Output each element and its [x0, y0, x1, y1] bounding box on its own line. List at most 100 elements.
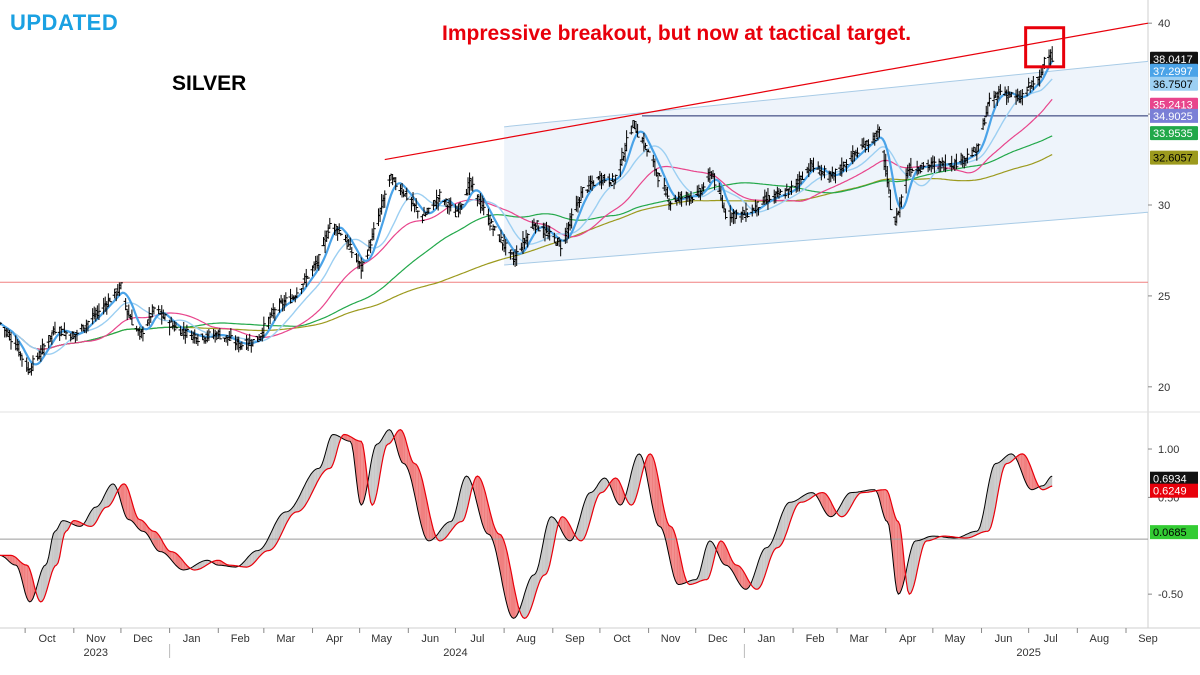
ohlc-bar	[591, 180, 596, 187]
oscillator-fill	[808, 492, 811, 500]
oscillator-fill	[826, 494, 828, 516]
oscillator-fill	[251, 552, 253, 566]
oscillator-fill	[780, 513, 783, 546]
oscillator-fill	[95, 506, 98, 523]
osc-y-tick-label: -0.50	[1158, 589, 1183, 601]
oscillator-fill	[844, 495, 847, 516]
oscillator-fill	[804, 494, 806, 502]
ohlc-bar	[998, 84, 1003, 96]
x-month-label: Feb	[806, 633, 825, 645]
oscillator-fill	[347, 435, 349, 442]
ohlc-bar	[382, 190, 387, 208]
x-month-label: Jun	[421, 633, 439, 645]
ohlc-bar	[756, 207, 761, 216]
oscillator-fast-line	[0, 429, 1053, 619]
oscillator-fill	[1049, 476, 1051, 488]
ohlc-bar	[239, 341, 244, 350]
oscillator-fill	[310, 472, 313, 495]
ohlc-bar	[420, 215, 425, 224]
oscillator-fill	[910, 545, 913, 594]
ohlc-bar	[371, 222, 376, 241]
ma-fast-blue-line	[0, 60, 1054, 366]
oscillator-fill	[197, 562, 200, 570]
oscillator-fill	[111, 483, 114, 504]
oscillator-fill	[626, 486, 629, 503]
oscillator-fill	[345, 434, 348, 441]
oscillator-fill	[358, 440, 360, 502]
ohlc-bar	[217, 328, 222, 340]
oscillator-fill	[846, 493, 848, 514]
ohlc-bar	[228, 328, 233, 340]
ohlc-bar	[959, 152, 964, 166]
oscillator-fill	[25, 564, 27, 598]
ohlc-bar	[885, 165, 890, 188]
oscillator-fill	[879, 489, 881, 506]
x-month-label: Oct	[39, 633, 56, 645]
ohlc-bar	[712, 173, 717, 190]
oscillator-fill	[303, 485, 305, 509]
oscillator-fill	[328, 438, 330, 469]
oscillator-fill	[312, 470, 315, 492]
oscillator-fill	[142, 521, 145, 532]
oscillator-fill	[843, 497, 845, 517]
ohlc-bar	[918, 165, 923, 174]
oscillator-fill	[654, 463, 657, 523]
oscillator-fill	[122, 483, 125, 513]
oscillator-fill	[361, 441, 363, 506]
oscillator-fill	[144, 522, 147, 533]
x-month-label: Mar	[276, 633, 295, 645]
oscillator-fill	[782, 509, 784, 544]
ohlc-bar	[872, 132, 877, 146]
oscillator-fill	[672, 527, 674, 576]
ohlc-bar	[844, 159, 849, 173]
ohlc-bar	[646, 149, 651, 153]
ohlc-bar	[577, 197, 582, 208]
oscillator-fill	[788, 502, 790, 528]
oscillator-fill	[725, 545, 728, 566]
oscillator-fill	[301, 488, 304, 510]
oscillator-fill	[1008, 454, 1010, 464]
oscillator-fill	[53, 531, 55, 569]
oscillator-fill	[848, 492, 850, 512]
ohlc-bar	[393, 177, 398, 191]
osc-last-tag	[1150, 483, 1198, 498]
ohlc-bar	[414, 198, 419, 211]
oscillator-fill	[1034, 478, 1037, 489]
x-month-label: May	[944, 633, 965, 645]
ohlc-bar	[662, 177, 667, 192]
oscillator-fill	[709, 540, 712, 576]
x-month-label: Jan	[183, 633, 201, 645]
oscillator-fill	[270, 531, 272, 551]
oscillator-fill	[634, 457, 636, 502]
oscillator-fill	[447, 521, 450, 536]
oscillator-fill	[282, 512, 285, 532]
oscillator-fill	[598, 481, 600, 496]
oscillator-fill	[201, 561, 203, 569]
ohlc-bar	[0, 321, 2, 326]
oscillator-fill	[424, 487, 426, 538]
oscillator-fill	[529, 577, 531, 613]
ohlc-bar	[613, 174, 618, 184]
oscillator-fill	[397, 430, 399, 456]
ohlc-bar	[723, 209, 728, 220]
oscillator-fill	[752, 575, 754, 588]
x-month-label: Sep	[565, 633, 585, 645]
oscillator-fill	[389, 429, 391, 444]
oscillator-fill	[175, 553, 178, 567]
ohlc-bar	[8, 331, 13, 350]
oscillator-fill	[306, 479, 308, 504]
oscillator-fill	[398, 429, 401, 460]
ohlc-bar	[492, 225, 497, 231]
oscillator-fill	[153, 531, 156, 549]
oscillator-fill	[763, 548, 765, 581]
last-value-tag	[1150, 51, 1198, 66]
ohlc-bar	[184, 324, 189, 338]
oscillator-fill	[1031, 469, 1034, 490]
ohlc-bar	[765, 187, 770, 210]
oscillator-fill	[785, 504, 787, 537]
oscillator-fill	[967, 533, 969, 538]
oscillator-fill	[653, 458, 655, 518]
x-year-label: 2023	[84, 647, 108, 659]
oscillator-fill	[29, 569, 32, 602]
